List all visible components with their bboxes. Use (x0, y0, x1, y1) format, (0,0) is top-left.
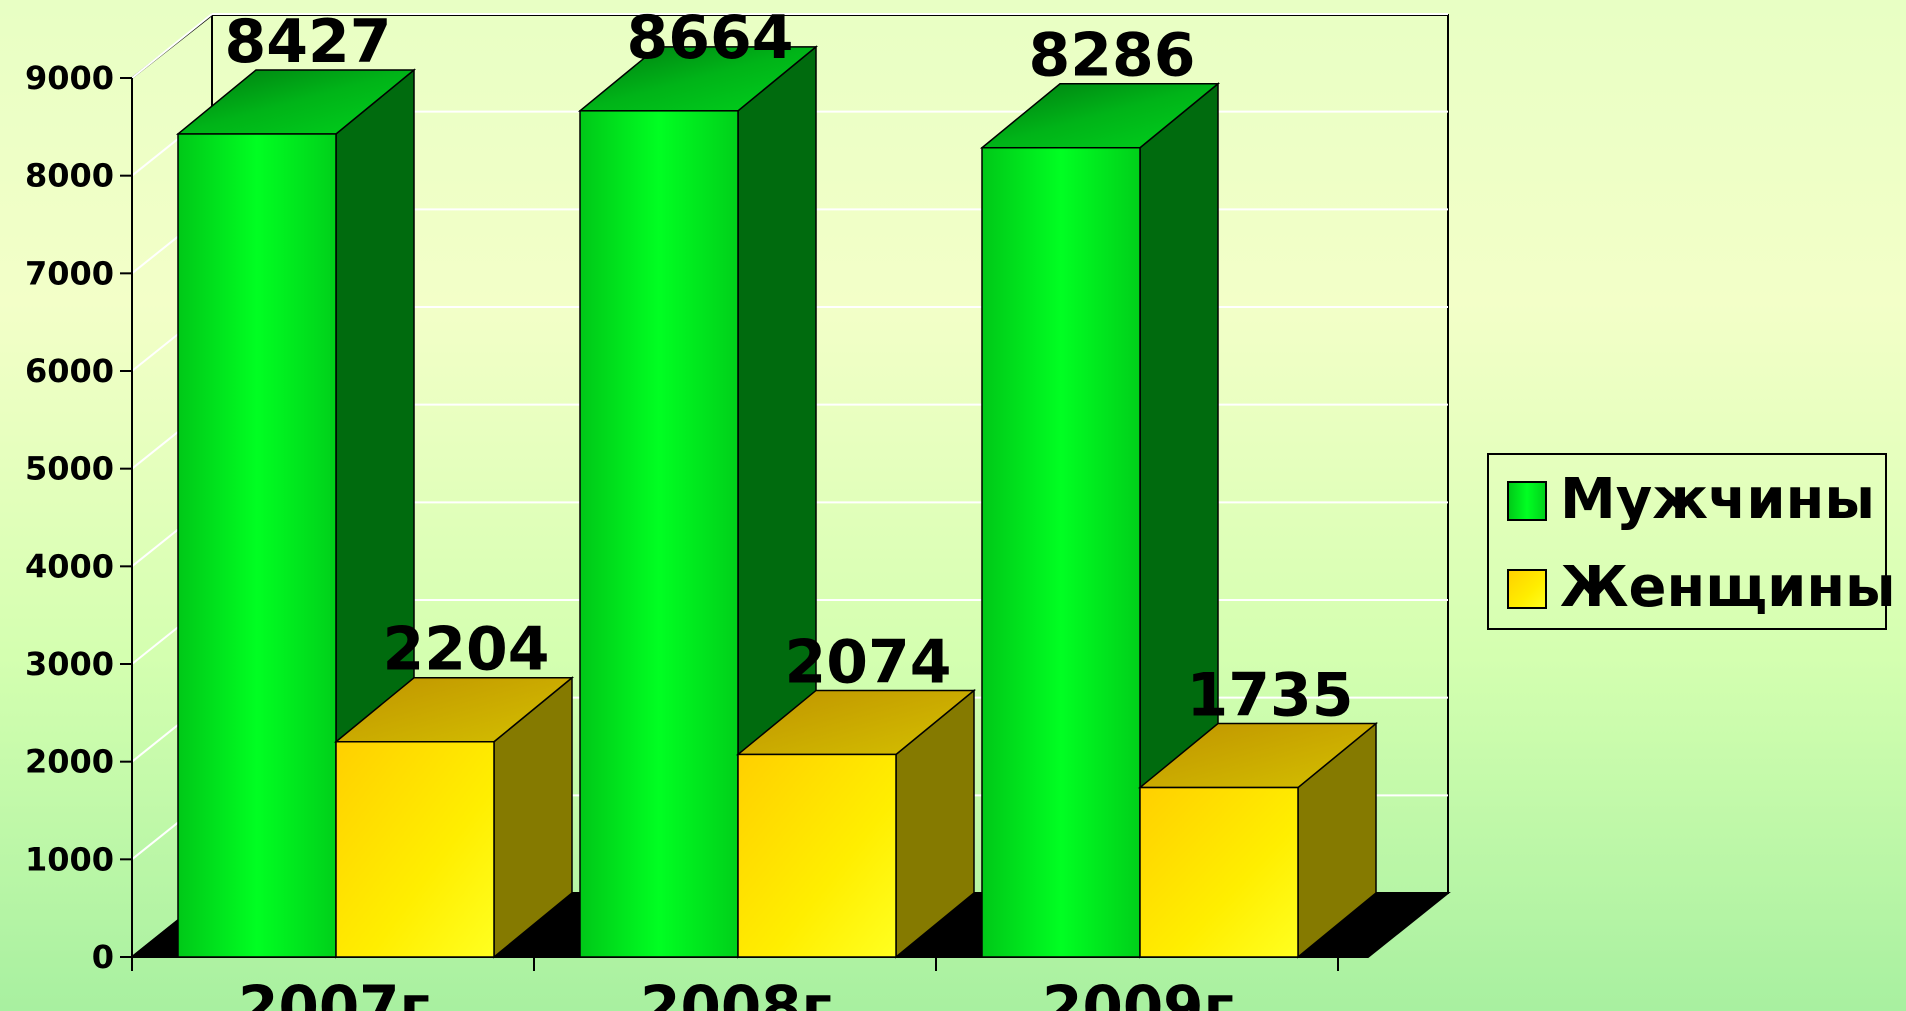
bar-front (579, 110, 739, 958)
bar-front (1139, 786, 1299, 958)
y-tick-label: 8000 (25, 157, 114, 195)
bar-front (335, 740, 495, 958)
y-axis: 0 1000 2000 3000 4000 5000 6000 7000 8000 9000 (25, 59, 133, 976)
x-tick-label: 2007г. (238, 973, 452, 1011)
legend-swatch (1507, 481, 1547, 521)
x-tick-label: 2008г. (640, 973, 854, 1011)
data-label: 2074 (785, 627, 952, 697)
gridline-side (131, 13, 213, 79)
x-tick-label: 2009г. (1042, 973, 1256, 1011)
legend-label: Мужчины (1560, 467, 1875, 532)
y-tick-label: 1000 (25, 840, 114, 878)
y-tick-label: 5000 (25, 450, 114, 488)
bar-men (175, 68, 417, 959)
data-label: 8664 (627, 3, 794, 73)
y-tick-label: 4000 (25, 547, 114, 585)
bars (175, 45, 1379, 959)
bar-front (737, 753, 897, 958)
y-tick-label: 3000 (25, 645, 114, 683)
y-tick-label: 0 (92, 938, 114, 976)
legend-box (1487, 453, 1887, 630)
bar-women (1137, 721, 1379, 959)
gridlines (131, 13, 1448, 861)
legend-swatch (1507, 569, 1547, 609)
legend: Мужчины Женщины (1487, 453, 1896, 630)
y-tick-label: 9000 (25, 59, 114, 97)
y-tick-label: 2000 (25, 743, 114, 781)
legend-label: Женщины (1560, 555, 1896, 620)
bar-women (735, 688, 977, 959)
data-label: 1735 (1187, 661, 1354, 731)
data-label: 2204 (383, 615, 550, 685)
bar-front (981, 146, 1141, 958)
value-labels: 8427 2204 8664 2074 8286 1735 (225, 3, 1354, 731)
x-axis: 2007г. 2008г. 2009г. (131, 956, 1368, 1011)
bar-men (577, 45, 819, 959)
y-tick-label: 7000 (25, 254, 114, 292)
bar-front (177, 133, 337, 958)
y-tick-label: 6000 (25, 352, 114, 390)
data-label: 8427 (225, 7, 392, 77)
data-label: 8286 (1029, 21, 1196, 91)
bar-women (333, 676, 575, 959)
